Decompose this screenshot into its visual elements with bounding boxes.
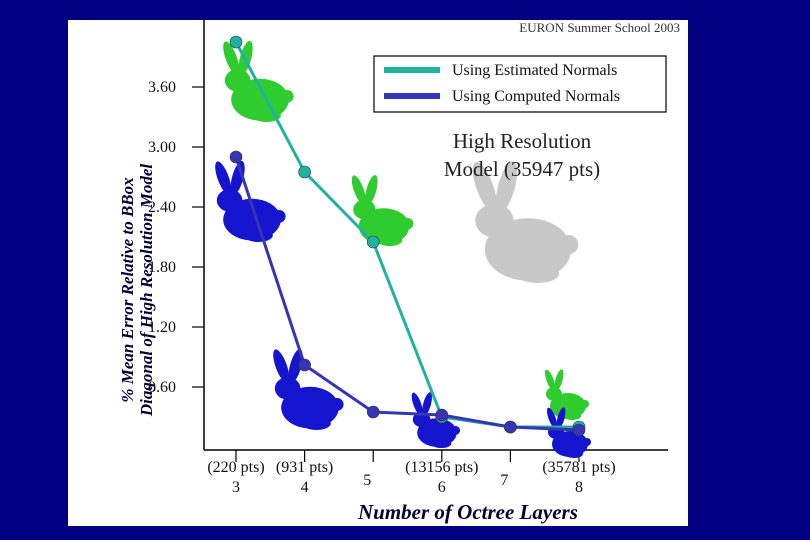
data-point [229, 150, 243, 164]
data-point [435, 408, 449, 422]
series-line [234, 156, 580, 432]
x-tick-points-label: (220 pts) [207, 459, 264, 476]
legend-entry: Using Estimated Normals [452, 62, 617, 79]
bunny-tail [581, 400, 589, 408]
x-tick-points-label: (931 pts) [276, 459, 333, 476]
blue-bunny-icon [273, 348, 344, 430]
bunny-head [216, 189, 243, 212]
axes [203, 20, 668, 451]
bunny-foot [302, 417, 331, 430]
bunny-foot [565, 450, 583, 458]
bunny-foot [244, 229, 273, 242]
x-axis-label: Number of Octree Layers [358, 500, 578, 524]
bunny-ear [288, 348, 303, 384]
bunny-ear [554, 369, 564, 391]
bunny-ear [365, 175, 378, 205]
bunny-head [353, 199, 376, 220]
bunny-ear [495, 161, 518, 213]
annotation-line: High Resolution [453, 129, 592, 153]
x-tick-points-label: (13156 pts) [405, 459, 478, 476]
bunny-tail [272, 210, 286, 223]
bunny-ear [223, 41, 240, 75]
y-tick-label: 3.60 [148, 79, 176, 96]
header-credit: EURON Summer School 2003 [519, 20, 680, 35]
bunny-head [274, 377, 301, 400]
bunny-body [552, 431, 588, 457]
bunny-body [281, 386, 339, 429]
bunny-tail [402, 218, 414, 230]
bunny-ear [556, 407, 566, 429]
data-point [298, 165, 311, 179]
y-tick-label: 3.00 [148, 139, 176, 156]
bunny-foot [563, 412, 581, 420]
data-point [366, 405, 380, 419]
bunny-tail [559, 235, 579, 255]
bunny-tail [330, 398, 344, 411]
bunny-ear [411, 392, 423, 416]
data-point [366, 235, 380, 249]
bunny-tail [583, 438, 591, 446]
bunny-foot [377, 234, 403, 246]
x-tick-label: 7 [500, 472, 508, 489]
legend: Using Estimated Normals Using Computed No… [373, 55, 667, 113]
data-point [229, 35, 243, 49]
bunny-ear [215, 161, 232, 195]
bunny-body [484, 218, 572, 281]
bunny-head [224, 69, 251, 92]
bunny-ear [472, 162, 497, 212]
green-bunny-icon [351, 175, 414, 246]
blue-bunny-icon [215, 160, 286, 242]
chart-svg: 0.60 1.20 1.80 2.40 3.00 3.60 (220 pts) 3 (931 … [148, 20, 668, 496]
data-point [572, 423, 586, 437]
green-bunny-icon [545, 369, 589, 420]
bunny-head [546, 387, 562, 401]
bunny-tail [451, 426, 461, 435]
x-tick-points-label: (35781 pts) [542, 459, 615, 476]
x-tick-label: 4 [301, 479, 309, 496]
x-tick-label: 5 [363, 472, 371, 489]
bunny-body [417, 418, 457, 447]
annotation: High Resolution Model (35947 pts) [444, 129, 600, 181]
blue-bunny-icon [411, 392, 461, 448]
bunny-foot [516, 263, 560, 283]
y-tick-label: 2.40 [148, 199, 176, 216]
y-tick-label: 1.80 [148, 259, 176, 276]
x-tick-label: 3 [232, 479, 240, 496]
data-point [504, 420, 517, 434]
bunny-body [231, 78, 289, 121]
bunny-head [475, 203, 514, 238]
x-ticks: (220 pts) 3 (931 pts) 4 5 (13156 pts) 6 7 (35781… [207, 450, 616, 496]
x-tick-label: 8 [575, 479, 583, 496]
x-tick-label: 6 [438, 479, 446, 496]
series-lines [229, 35, 586, 437]
annotation-line: Model (35947 pts) [444, 157, 600, 181]
bunny-foot [431, 439, 452, 448]
bunny-ear [545, 369, 555, 391]
bunny-body [358, 208, 410, 245]
bunny-tail [280, 90, 294, 103]
bunny-body [550, 393, 586, 419]
y-tick-label: 0.60 [148, 379, 176, 396]
bunny-ear [422, 392, 432, 416]
gray-bunny-icon [472, 161, 579, 283]
legend-entry: Using Computed Normals [452, 88, 620, 105]
chart-panel: EURON Summer School 2003 % Mean Error Re… [68, 20, 688, 526]
bunny-ear [547, 407, 557, 429]
bunny-ear [273, 349, 290, 383]
bunny-body [223, 198, 281, 241]
bunny-ear [351, 175, 366, 205]
y-ticks: 0.60 1.20 1.80 2.40 3.00 3.60 [148, 79, 204, 396]
y-tick-label: 1.20 [148, 319, 176, 336]
data-point [298, 358, 311, 372]
legend-box [373, 55, 667, 113]
